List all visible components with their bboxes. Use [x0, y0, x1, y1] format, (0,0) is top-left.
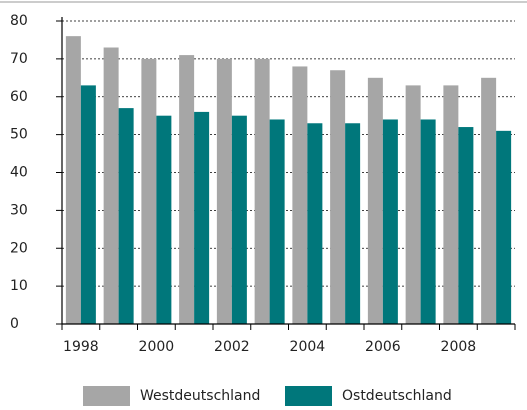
bar	[103, 47, 119, 324]
bar	[420, 119, 436, 324]
y-tick-label: 80	[10, 13, 28, 29]
bar	[216, 58, 232, 324]
bar	[345, 123, 361, 324]
bar	[458, 127, 474, 324]
y-tick-label: 20	[10, 240, 28, 256]
bar	[481, 77, 497, 324]
y-tick-label: 30	[10, 202, 28, 218]
x-tick-label: 2008	[441, 339, 477, 355]
bar	[231, 115, 247, 324]
bar	[269, 119, 285, 324]
bar	[156, 115, 172, 324]
y-tick-label: 50	[10, 127, 28, 143]
bar	[254, 58, 270, 324]
bar	[496, 130, 512, 324]
bar	[194, 111, 210, 325]
bar	[141, 58, 157, 324]
bar	[443, 85, 459, 324]
bar	[330, 70, 346, 324]
legend-label: Ostdeutschland	[342, 388, 452, 404]
x-tick-label: 2004	[290, 339, 326, 355]
bar	[367, 77, 383, 324]
bar	[65, 36, 81, 325]
bar	[382, 119, 398, 324]
y-tick-label: 0	[10, 316, 19, 332]
x-tick-label: 1998	[63, 339, 99, 355]
y-tick-label: 10	[10, 278, 28, 294]
legend-swatch	[83, 386, 130, 406]
legend-swatch	[285, 386, 332, 406]
y-tick-label: 60	[10, 89, 28, 105]
bar	[405, 85, 421, 324]
y-tick-label: 40	[10, 165, 28, 181]
x-tick-label: 2000	[139, 339, 175, 355]
bar	[307, 123, 323, 324]
bar	[179, 55, 195, 325]
y-tick-label: 70	[10, 51, 28, 67]
bar	[118, 108, 134, 324]
x-tick-label: 2002	[214, 339, 250, 355]
legend-label: Westdeutschland	[140, 388, 260, 404]
bar	[80, 85, 96, 324]
bar	[292, 66, 308, 324]
x-tick-label: 2006	[365, 339, 401, 355]
